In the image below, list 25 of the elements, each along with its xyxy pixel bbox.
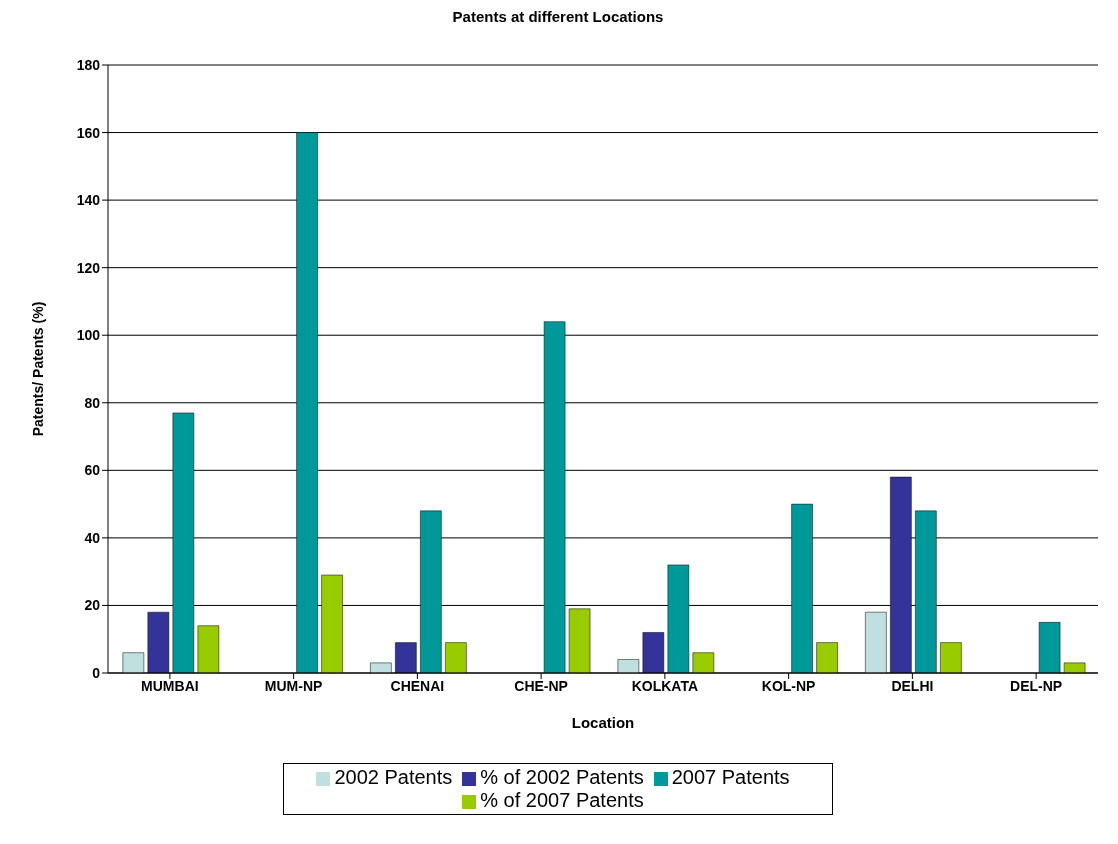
- x-tick-label: CHE-NP: [514, 677, 568, 694]
- legend-label: 2002 Patents: [334, 766, 453, 788]
- y-tick-label: 100: [76, 327, 101, 344]
- x-axis-title: Location: [571, 714, 635, 731]
- x-tick-label: DELHI: [891, 677, 934, 694]
- x-tick-label: MUMBAI: [141, 677, 199, 694]
- legend-label: % of 2007 Patents: [480, 789, 644, 811]
- y-tick-label: 0: [92, 664, 101, 681]
- x-tick-label: KOLKATA: [631, 677, 699, 694]
- y-tick-label: 60: [84, 462, 101, 479]
- y-tick-label: 120: [76, 259, 101, 276]
- y-tick-label: 20: [84, 597, 101, 614]
- y-tick-label: 140: [76, 192, 101, 209]
- x-tick-label: CHENAI: [390, 677, 445, 694]
- y-tick-label: 160: [76, 124, 101, 141]
- x-tick-label: KOL-NP: [761, 677, 816, 694]
- y-tick-label: 80: [84, 394, 101, 411]
- y-tick-label: 180: [76, 56, 101, 73]
- legend-label: % of 2002 Patents: [480, 766, 644, 788]
- x-tick-label: DEL-NP: [1010, 677, 1063, 694]
- y-tick-label: 40: [84, 529, 101, 546]
- y-axis-title: Patents/ Patents (%): [29, 301, 46, 437]
- chart-title: Patents at different Locations: [451, 8, 665, 25]
- x-tick-label: MUM-NP: [264, 677, 323, 694]
- legend-label: 2007 Patents: [671, 766, 790, 788]
